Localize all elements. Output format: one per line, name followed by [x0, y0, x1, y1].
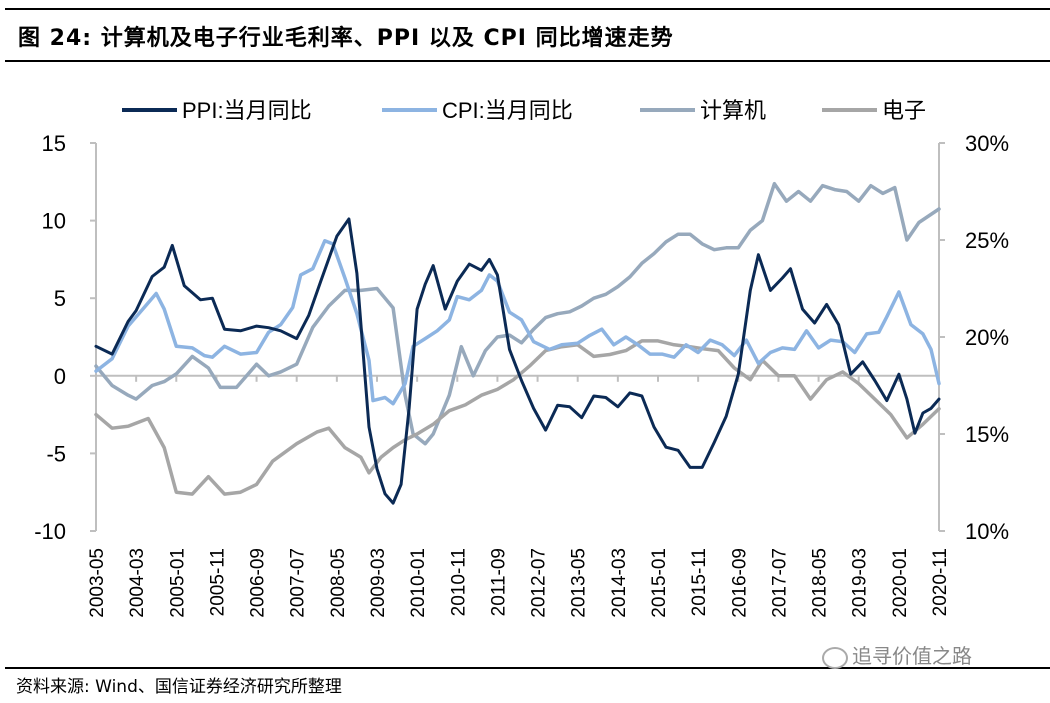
x-tick-label: 2006-09 — [248, 548, 269, 618]
x-tick-label: 2008-05 — [328, 548, 349, 618]
left-tick-label: -10 — [34, 519, 66, 544]
series-line-2 — [94, 239, 941, 406]
x-tick-label: 2013-05 — [569, 548, 590, 618]
right-tick-label: 20% — [965, 325, 1009, 350]
right-tick-label: 10% — [965, 519, 1009, 544]
series-line-1 — [94, 217, 941, 505]
legend-item: 计算机 — [640, 98, 766, 123]
left-tick-label: 0 — [54, 364, 66, 389]
title-bottom-rule — [5, 60, 1050, 62]
source-note: 资料来源: Wind、国信证券经济研究所整理 — [16, 677, 342, 697]
x-tick-label: 2011-09 — [488, 548, 509, 616]
x-tick-label: 2005-01 — [167, 548, 188, 618]
x-tick-label: 2012-07 — [529, 548, 550, 618]
chart-axes: 15 10 5 0 -5 -10 30% 25% 20% 15% 10% 2003-05 2004-03… — [34, 131, 1009, 618]
watermark-text: 追寻价值之路 — [852, 644, 972, 668]
x-tick-label: 2005-11 — [207, 548, 228, 616]
source-top-rule — [5, 667, 1050, 669]
x-tick-label: 2007-07 — [288, 548, 309, 618]
x-tick-label: 2016-09 — [729, 548, 750, 618]
x-tick-label: 2009-03 — [368, 548, 389, 618]
chart-series — [94, 181, 941, 505]
legend-item: PPI:当月同比 — [122, 98, 312, 123]
watermark: 追寻价值之路 — [822, 640, 972, 669]
x-tick-label: 2004-03 — [127, 548, 148, 618]
x-tick-label: 2010-11 — [448, 548, 469, 616]
figure-title: 图 24: 计算机及电子行业毛利率、PPI 以及 CPI 同比增速走势 — [18, 26, 674, 51]
right-tick-label: 30% — [965, 131, 1009, 156]
x-tick-label: 2020-11 — [930, 548, 951, 616]
x-tick-label: 2020-01 — [890, 548, 911, 618]
legend-label: CPI:当月同比 — [442, 98, 573, 123]
line-chart: PPI:当月同比 CPI:当月同比 计算机 电子 15 10 5 0 -5 -10 30% 25% 2… — [34, 98, 1009, 618]
x-tick-label: 2003-05 — [87, 548, 108, 618]
right-tick-label: 25% — [965, 228, 1009, 253]
x-tick-label: 2015-01 — [649, 548, 670, 618]
legend-label: PPI:当月同比 — [182, 98, 312, 123]
legend-label: 计算机 — [700, 98, 766, 123]
left-tick-label: 15 — [42, 131, 66, 156]
legend-item: CPI:当月同比 — [382, 98, 573, 123]
x-tick-label: 2014-03 — [609, 548, 630, 618]
right-tick-label: 15% — [965, 422, 1009, 447]
x-tick-label: 2017-07 — [769, 548, 790, 618]
title-top-rule — [5, 8, 1050, 10]
x-tick-label: 2019-03 — [850, 548, 871, 618]
x-tick-label: 2018-05 — [810, 548, 831, 618]
series-line-3 — [94, 181, 941, 446]
wechat-icon — [822, 646, 848, 669]
legend-item: 电子 — [822, 98, 926, 123]
chart-legend: PPI:当月同比 CPI:当月同比 计算机 电子 — [122, 98, 926, 123]
left-tick-label: 5 — [54, 286, 66, 311]
series-line-4 — [94, 339, 941, 496]
legend-label: 电子 — [882, 98, 926, 123]
x-tick-label: 2010-01 — [408, 548, 429, 618]
x-tick-label: 2015-11 — [689, 548, 710, 616]
left-tick-label: 10 — [42, 209, 66, 234]
left-tick-label: -5 — [46, 441, 66, 466]
